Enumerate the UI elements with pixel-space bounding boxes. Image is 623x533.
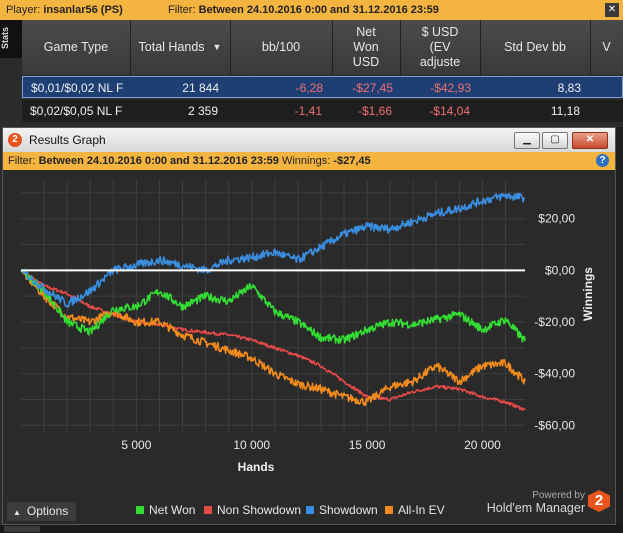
graph-bottom-bar: ▲ Options Net Won Non Showdown Showdown A… bbox=[3, 490, 615, 524]
col-header-net-won-usd[interactable]: Net Won USD bbox=[332, 20, 401, 75]
minimize-icon[interactable]: ▁ bbox=[514, 132, 540, 149]
cell-total-hands: 21 844 bbox=[182, 81, 219, 95]
x-tick-label: 15 000 bbox=[349, 438, 386, 452]
y-tick-label: -$20,00 bbox=[534, 315, 575, 329]
graph-filter-label: Filter: bbox=[8, 155, 36, 167]
series-line-net-won bbox=[20, 268, 526, 345]
x-tick-label: 20 000 bbox=[464, 438, 501, 452]
cell-usd-ev: -$42,93 bbox=[430, 81, 471, 95]
filter-label: Filter: bbox=[168, 4, 196, 16]
y-tick-label: $0,00 bbox=[545, 263, 575, 277]
series-line-showdown bbox=[20, 192, 526, 308]
bottom-status-strip bbox=[0, 525, 623, 533]
col-header-std-dev-bb[interactable]: Std Dev bb bbox=[480, 20, 591, 75]
y-tick-labels: $20,00 $0,00 -$20,00 -$40,00 -$60,00 bbox=[534, 212, 575, 433]
filter-value[interactable]: Between 24.10.2016 0:00 and 31.12.2016 2… bbox=[198, 4, 439, 16]
results-window-title: Results Graph bbox=[29, 133, 106, 147]
results-graph-window: 2 Results Graph ▁ ▢ ✕ Filter: Between 24… bbox=[2, 127, 616, 525]
cell-game-type: $0,02/$0,05 NL F bbox=[30, 104, 123, 118]
player-filter-bar: Player: insanlar56 (PS) Filter: Between … bbox=[0, 0, 623, 20]
maximize-icon[interactable]: ▢ bbox=[542, 132, 568, 149]
legend-non-showdown[interactable]: Non Showdown bbox=[204, 502, 301, 518]
cell-net-won: -$1,66 bbox=[357, 104, 392, 118]
col-header-extra[interactable]: V bbox=[602, 40, 611, 54]
cell-net-won: -$27,45 bbox=[352, 81, 393, 95]
legend-net-won[interactable]: Net Won bbox=[136, 502, 195, 518]
options-arrow-icon: ▲ bbox=[13, 508, 21, 517]
close-filter-icon[interactable]: ✕ bbox=[605, 3, 619, 17]
plot-background bbox=[3, 170, 615, 498]
hm-app-icon: 2 bbox=[8, 133, 22, 147]
y-tick-label: $20,00 bbox=[538, 212, 575, 226]
col-header-bb100[interactable]: bb/100 bbox=[230, 20, 333, 75]
right-edge-panel bbox=[616, 127, 623, 525]
series-lines bbox=[20, 192, 526, 411]
graph-filter-bar: Filter: Between 24.10.2016 0:00 and 31.1… bbox=[3, 152, 615, 170]
cell-bb100: -6,28 bbox=[295, 81, 323, 95]
sort-desc-icon: ▼ bbox=[212, 42, 222, 52]
col-header-usd-ev-adjusted[interactable]: $ USD (EV adjuste bbox=[400, 20, 481, 75]
cell-total-hands: 2 359 bbox=[187, 104, 218, 118]
x-tick-label: 10 000 bbox=[233, 438, 270, 452]
results-graph-chart: 5 000 10 000 15 000 20 000 $20,00 $0,00 -$20,… bbox=[3, 170, 615, 498]
x-axis-label: Hands bbox=[238, 460, 275, 474]
table-row[interactable]: $0,02/$0,05 NL F 2 359 -1,41 -$1,66 -$14… bbox=[22, 100, 623, 122]
y-tick-label: -$40,00 bbox=[534, 367, 575, 381]
cell-game-type: $0,01/$0,02 NL F bbox=[31, 81, 124, 95]
stats-table-header: Game Type Total Hands ▼ bb/100 Net Won USD … bbox=[22, 20, 623, 75]
cell-bb100: -1,41 bbox=[294, 104, 322, 118]
close-window-icon[interactable]: ✕ bbox=[572, 132, 608, 149]
cell-usd-ev: -$14,04 bbox=[429, 104, 470, 118]
winnings-value: -$27,45 bbox=[333, 155, 371, 167]
options-button[interactable]: ▲ Options bbox=[7, 502, 77, 521]
stats-side-tab[interactable]: Stats bbox=[0, 20, 22, 58]
brand-name: Hold'em Manager bbox=[486, 501, 585, 515]
table-row[interactable]: $0,01/$0,02 NL F 21 844 -6,28 -$27,45 -$… bbox=[22, 76, 623, 98]
legend-showdown[interactable]: Showdown bbox=[306, 502, 378, 518]
col-header-game-type[interactable]: Game Type bbox=[22, 20, 131, 75]
results-window-titlebar[interactable]: 2 Results Graph ▁ ▢ ✕ bbox=[3, 128, 615, 152]
y-tick-label: -$60,00 bbox=[534, 418, 575, 432]
powered-by: Powered by Hold'em Manager bbox=[486, 490, 585, 515]
stats-tab-label: Stats bbox=[0, 26, 11, 50]
graph-filter-value[interactable]: Between 24.10.2016 0:00 and 31.12.2016 2… bbox=[38, 155, 279, 167]
help-icon[interactable]: ? bbox=[596, 154, 609, 167]
cell-std-dev: 11,18 bbox=[550, 104, 580, 118]
player-label: Player: bbox=[6, 4, 41, 16]
x-tick-label: 5 000 bbox=[121, 438, 151, 452]
hm-logo-icon: 2 bbox=[588, 490, 610, 512]
col-header-total-hands[interactable]: Total Hands ▼ bbox=[130, 20, 231, 75]
player-value[interactable]: insanlar56 (PS) bbox=[43, 4, 123, 16]
winnings-label: Winnings: bbox=[281, 155, 331, 167]
x-tick-labels: 5 000 10 000 15 000 20 000 bbox=[121, 438, 501, 452]
legend-all-in-ev[interactable]: All-In EV bbox=[385, 502, 445, 518]
y-axis-label: Winnings bbox=[581, 267, 595, 321]
cell-std-dev: 8,83 bbox=[557, 81, 581, 95]
